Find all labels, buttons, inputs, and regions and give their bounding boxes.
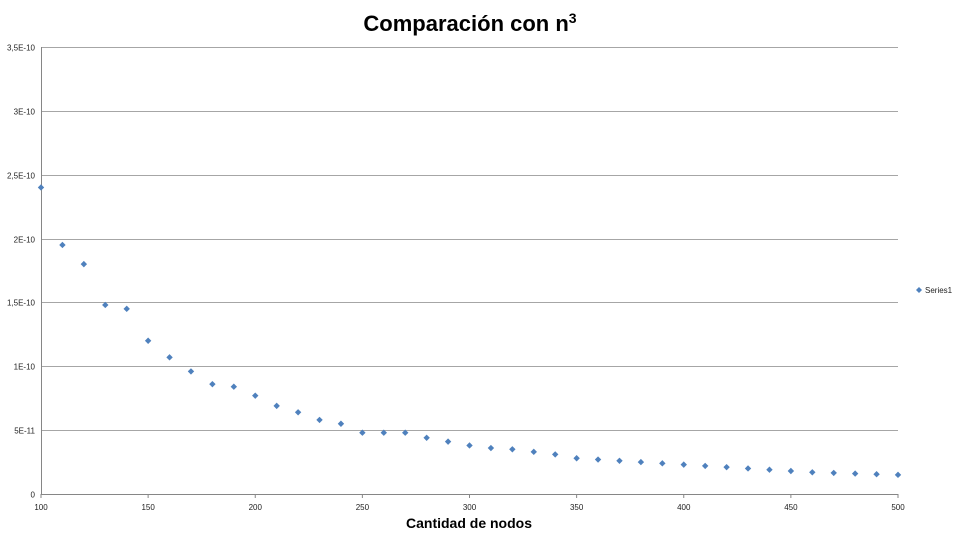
data-point: [294, 409, 302, 416]
data-point: [359, 429, 366, 436]
x-tick-label: 450: [784, 503, 798, 512]
x-tick-label: 500: [891, 503, 905, 512]
data-point: [851, 470, 859, 477]
x-tick-label: 350: [570, 503, 584, 512]
data-point: [530, 448, 537, 456]
y-tick-label: 3,5E-10: [7, 44, 36, 53]
y-tick-label: 1E-10: [14, 363, 36, 372]
data-point: [37, 184, 45, 191]
legend-label-series1: Series1: [925, 286, 953, 295]
data-point: [273, 402, 280, 410]
y-tick-label: 5E-11: [14, 427, 35, 436]
y-tick-label: 2E-10: [14, 236, 36, 245]
data-point: [487, 444, 495, 452]
y-tick-label: 1,5E-10: [7, 299, 36, 308]
data-point: [230, 383, 238, 390]
x-axis-label: Cantidad de nodos: [406, 515, 532, 531]
data-point: [701, 462, 709, 470]
data-point: [144, 337, 152, 344]
data-points: [37, 184, 902, 479]
data-point: [787, 467, 795, 475]
axes: [40, 47, 899, 498]
data-point: [594, 456, 602, 463]
data-point: [830, 469, 837, 477]
data-point: [209, 380, 216, 388]
data-point: [444, 438, 452, 445]
data-point: [637, 458, 645, 466]
data-point: [894, 471, 902, 479]
x-tick-label: 200: [249, 503, 263, 512]
legend-marker-series1: [916, 287, 922, 293]
y-tick-labels: 0 5E-11 1E-10 1,5E-10 2E-10 2,5E-10 3E-10 3,5E-…: [7, 44, 36, 500]
x-tick-label: 100: [34, 503, 48, 512]
data-point: [744, 465, 752, 472]
data-point: [80, 260, 88, 268]
data-point: [402, 429, 409, 436]
data-point: [423, 434, 430, 442]
data-point: [616, 457, 623, 464]
data-point: [659, 460, 666, 467]
data-point: [766, 466, 773, 473]
legend: Series1: [916, 286, 953, 295]
x-tick-label: 150: [141, 503, 155, 512]
data-point: [166, 354, 173, 361]
y-tick-label: 2,5E-10: [7, 172, 36, 181]
data-point: [187, 368, 195, 375]
data-point: [873, 471, 880, 478]
data-point: [466, 442, 473, 449]
x-tick-label: 300: [463, 503, 477, 512]
data-point: [552, 451, 559, 458]
y-tick-label: 0: [31, 491, 36, 500]
data-point: [102, 301, 109, 309]
x-tick-label: 400: [677, 503, 691, 512]
chart-title: Comparación con n3: [363, 10, 576, 36]
data-point: [509, 446, 516, 453]
x-tick-label: 250: [356, 503, 370, 512]
x-tick-labels: 100 150 200 250 300 350 400 450 500: [34, 503, 905, 512]
data-point: [680, 461, 687, 468]
data-point: [380, 429, 387, 436]
data-point: [123, 305, 130, 313]
data-point: [723, 463, 730, 471]
data-point: [573, 455, 580, 462]
gridlines: [41, 47, 898, 431]
data-point: [252, 392, 259, 399]
data-point: [809, 469, 816, 476]
data-point: [316, 416, 323, 424]
data-point: [337, 420, 345, 427]
chart-title-main: Comparación con n: [363, 11, 568, 36]
chart-title-superscript: 3: [569, 10, 577, 26]
y-tick-label: 3E-10: [14, 108, 36, 117]
data-point: [59, 241, 66, 249]
